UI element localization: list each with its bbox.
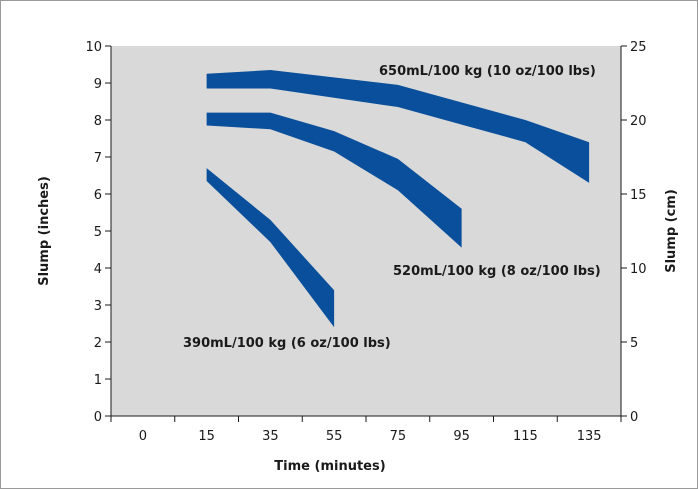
y-axis-title: Slump (inches) bbox=[37, 176, 52, 286]
y-ticks-group: 0 1 2 3 4 5 6 7 8 9 10 bbox=[85, 40, 111, 425]
y-tick-label: 5 bbox=[94, 225, 102, 240]
band-label-series-3: 390mL/100 kg (6 oz/100 lbs) bbox=[183, 336, 391, 351]
bands-group bbox=[206, 70, 590, 328]
x-tick-label: 0 bbox=[139, 429, 147, 444]
band-series-3 bbox=[206, 168, 335, 328]
y-tick-label: 2 bbox=[94, 336, 102, 351]
x-tick-label: 75 bbox=[390, 429, 407, 444]
y2-tick-label: 15 bbox=[630, 188, 647, 203]
y-tick-label: 9 bbox=[94, 77, 102, 92]
band-series-1 bbox=[206, 70, 590, 183]
band-label-series-1: 650mL/100 kg (10 oz/100 lbs) bbox=[379, 64, 596, 79]
y-tick-label: 10 bbox=[85, 40, 102, 55]
y2-ticks-group: 0 5 10 15 20 25 bbox=[621, 40, 647, 425]
y2-tick-label: 20 bbox=[630, 114, 647, 129]
band-series-2 bbox=[206, 112, 462, 248]
plot-area bbox=[111, 46, 621, 416]
y-tick-label: 0 bbox=[94, 410, 102, 425]
y-tick-label: 4 bbox=[94, 262, 102, 277]
band-labels-group: 650mL/100 kg (10 oz/100 lbs) 520mL/100 kg… bbox=[183, 64, 601, 351]
x-ticks-group: 0 15 35 55 75 95 115 135 bbox=[110, 416, 622, 444]
x-tick-label: 35 bbox=[262, 429, 279, 444]
x-axis-title: Time (minutes) bbox=[274, 459, 385, 474]
y2-tick-label: 25 bbox=[630, 40, 647, 55]
y2-axis-title: Slump (cm) bbox=[664, 189, 679, 273]
y2-tick-label: 10 bbox=[630, 262, 647, 277]
y2-tick-label: 5 bbox=[630, 336, 638, 351]
x-tick-label: 95 bbox=[453, 429, 470, 444]
x-tick-label: 15 bbox=[198, 429, 215, 444]
y-tick-label: 7 bbox=[94, 151, 102, 166]
x-tick-label: 135 bbox=[577, 429, 602, 444]
y-tick-label: 6 bbox=[94, 188, 102, 203]
x-tick-label: 115 bbox=[513, 429, 538, 444]
y-tick-label: 1 bbox=[94, 373, 102, 388]
y2-tick-label: 0 bbox=[630, 410, 638, 425]
y-tick-label: 8 bbox=[94, 114, 102, 129]
x-tick-label: 55 bbox=[326, 429, 343, 444]
band-label-series-2: 520mL/100 kg (8 oz/100 lbs) bbox=[393, 264, 601, 279]
y-tick-label: 3 bbox=[94, 299, 102, 314]
